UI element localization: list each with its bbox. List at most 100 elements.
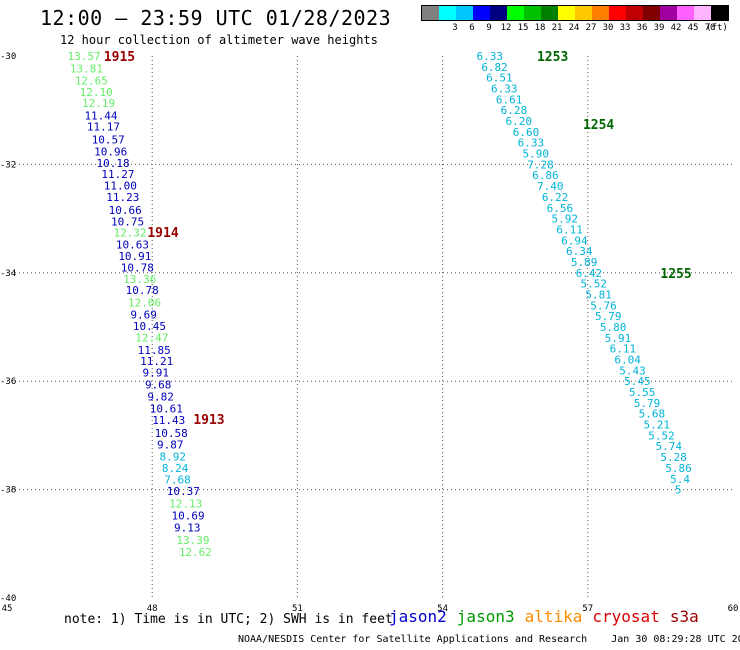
x-tick-label: 57 bbox=[582, 604, 593, 614]
wave-height-value: 12.62 bbox=[179, 546, 212, 559]
wave-height-value: 8.24 bbox=[162, 462, 189, 475]
x-tick-label: 48 bbox=[147, 604, 158, 614]
wave-height-value: 6.60 bbox=[513, 126, 540, 139]
legend-swatch bbox=[626, 6, 643, 20]
wave-height-value: 5.21 bbox=[643, 419, 670, 432]
wave-height-value: 11.21 bbox=[140, 355, 173, 368]
y-tick-label: -38 bbox=[0, 486, 16, 496]
wave-height-value: 5 bbox=[675, 484, 682, 497]
legend-labels: 3 6 9 12 15 18 21 24 27 30 33 36 39 42 45 70 (ft) bbox=[421, 21, 729, 33]
y-tick-label: -30 bbox=[0, 52, 16, 62]
wave-height-value: 9.87 bbox=[157, 439, 184, 452]
satellite-cryosat: cryosat bbox=[592, 607, 660, 626]
wave-height-value: 9.68 bbox=[145, 378, 172, 391]
legend-tick-label: 33 bbox=[619, 23, 631, 33]
wave-height-value: 6.56 bbox=[547, 202, 574, 215]
wave-height-value: 13.81 bbox=[70, 62, 103, 75]
legend-tick-label: 30 bbox=[602, 23, 614, 33]
wave-height-value: 5.92 bbox=[552, 213, 579, 226]
wave-height-value: 9.69 bbox=[130, 309, 157, 322]
legend-tick-label: 21 bbox=[551, 23, 563, 33]
legend-swatch bbox=[592, 6, 609, 20]
wave-height-value: 10.63 bbox=[116, 239, 149, 252]
wave-height-value: 10.45 bbox=[133, 320, 166, 333]
legend-tick-label: 45 bbox=[687, 23, 699, 33]
wave-height-value: 6.04 bbox=[614, 354, 641, 367]
wave-height-value: 12.19 bbox=[82, 97, 115, 110]
credit-text: NOAA/NESDIS Center for Satellite Applica… bbox=[238, 634, 588, 645]
wave-height-value: 6.86 bbox=[532, 169, 559, 182]
wave-height-value: 5.52 bbox=[648, 429, 675, 442]
page-subtitle: 12 hour collection of altimeter wave hei… bbox=[60, 33, 378, 47]
legend-tick-label: 3 bbox=[452, 23, 458, 33]
wave-height-value: 5.52 bbox=[581, 278, 608, 291]
satellite-jason2: jason2 bbox=[389, 607, 447, 626]
wave-height-value: 10.66 bbox=[109, 204, 142, 217]
wave-height-value: 5.91 bbox=[605, 332, 632, 345]
legend-swatch bbox=[473, 6, 490, 20]
wave-height-value: 9.82 bbox=[147, 390, 174, 403]
pass-number: 1255 bbox=[660, 267, 691, 282]
wave-height-value: 12.32 bbox=[113, 227, 146, 240]
wave-height-value: 5.68 bbox=[639, 408, 666, 421]
wave-height-value: 5.81 bbox=[585, 288, 612, 301]
wave-height-value: 6.33 bbox=[476, 50, 503, 63]
legend-tick-label: 36 bbox=[636, 23, 648, 33]
y-tick-label: -36 bbox=[0, 377, 16, 387]
y-tick-label: -40 bbox=[0, 594, 16, 604]
legend-swatch bbox=[541, 6, 558, 20]
wave-height-value: 6.82 bbox=[481, 61, 508, 74]
legend-color-bar bbox=[421, 5, 729, 21]
wave-height-value: 5.90 bbox=[522, 148, 549, 161]
legend-swatch bbox=[609, 6, 626, 20]
x-tick-label: 54 bbox=[437, 604, 448, 614]
wave-height-value: 12.65 bbox=[75, 74, 108, 87]
legend-swatch bbox=[575, 6, 592, 20]
legend-tick-label: 15 bbox=[517, 23, 529, 33]
wave-height-value: 10.58 bbox=[155, 427, 188, 440]
wave-height-value: 6.28 bbox=[501, 104, 528, 117]
wave-height-value: 6.33 bbox=[491, 83, 518, 96]
wave-height-value: 6.42 bbox=[576, 267, 603, 280]
wave-height-value: 10.78 bbox=[121, 261, 154, 274]
wave-height-value: 12.13 bbox=[169, 498, 202, 511]
y-tick-label: -34 bbox=[0, 269, 16, 279]
wave-height-value: 10.91 bbox=[118, 250, 151, 263]
wave-height-value: 5.43 bbox=[619, 364, 646, 377]
legend-swatch bbox=[490, 6, 507, 20]
wave-height-value: 11.17 bbox=[87, 120, 120, 133]
legend-tick-label: 42 bbox=[670, 23, 682, 33]
legend-tick-label: 27 bbox=[585, 23, 597, 33]
wave-height-value: 7.68 bbox=[164, 473, 191, 486]
wave-height-value: 6.11 bbox=[556, 223, 583, 236]
legend-tick-label: 70 bbox=[704, 23, 716, 33]
page-title: 12:00 — 23:59 UTC 01/28/2023 bbox=[40, 6, 392, 30]
legend-tick-label: 18 bbox=[534, 23, 546, 33]
wave-height-value: 10.75 bbox=[111, 215, 144, 228]
wave-height-value: 11.00 bbox=[104, 180, 137, 193]
wave-height-value: 6.34 bbox=[566, 245, 593, 258]
wave-height-legend: 3 6 9 12 15 18 21 24 27 30 33 36 39 42 45 70 (ft) bbox=[421, 5, 729, 33]
legend-swatch bbox=[711, 6, 728, 20]
legend-swatch bbox=[456, 6, 473, 20]
wave-height-value: 6.51 bbox=[486, 72, 513, 85]
wave-height-value: 10.57 bbox=[92, 133, 125, 146]
wave-height-value: 10.69 bbox=[172, 510, 205, 523]
pass-number: 1913 bbox=[193, 413, 224, 428]
x-tick-label: 60 bbox=[728, 604, 739, 614]
pass-number: 1914 bbox=[147, 226, 178, 241]
wave-height-value: 6.11 bbox=[610, 343, 637, 356]
wave-height-value: 5.80 bbox=[600, 321, 627, 334]
legend-swatch bbox=[558, 6, 575, 20]
wave-height-value: 5.4 bbox=[670, 473, 690, 486]
wave-height-value: 5.76 bbox=[590, 299, 617, 312]
wave-height-value: 6.22 bbox=[542, 191, 569, 204]
pass-number: 1254 bbox=[583, 118, 614, 133]
x-tick-label: 51 bbox=[292, 604, 303, 614]
satellite-s3a: s3a bbox=[669, 607, 699, 626]
wave-height-value: 10.18 bbox=[97, 157, 130, 170]
wave-height-value: 10.78 bbox=[126, 284, 159, 297]
legend-swatch bbox=[643, 6, 660, 20]
wave-height-value: 6.33 bbox=[518, 137, 545, 150]
wave-height-value: 6.61 bbox=[496, 93, 522, 106]
